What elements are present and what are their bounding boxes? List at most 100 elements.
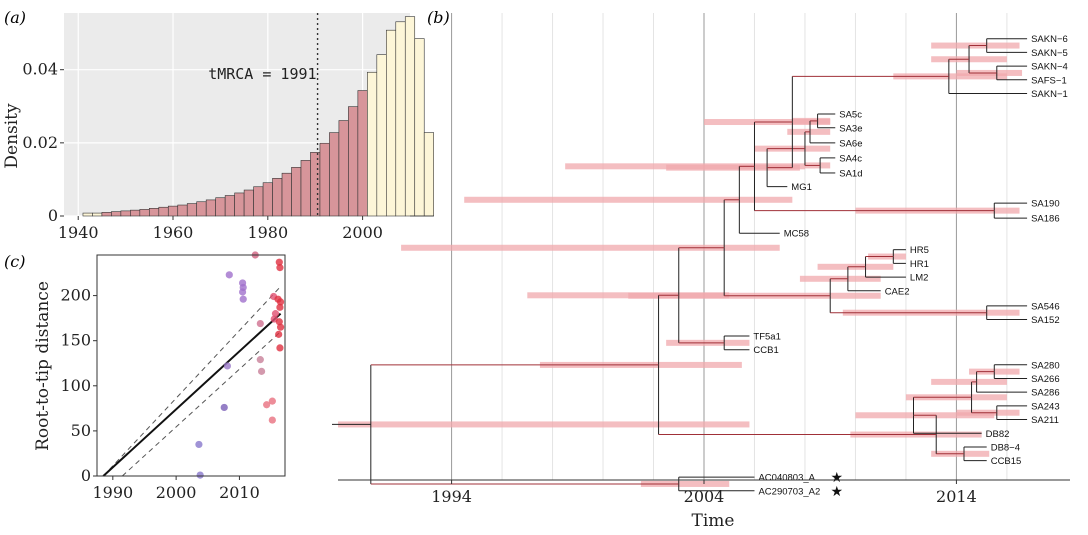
tip-label: SA5c (839, 110, 862, 121)
scatter-point (276, 264, 284, 272)
histogram-bar (386, 29, 397, 217)
scatter-point (276, 303, 284, 311)
star-marker: ★ (830, 483, 843, 499)
tip-label: MG1 (791, 182, 812, 193)
x-tick-label: 2014 (936, 487, 977, 506)
panel-c-points (195, 251, 285, 479)
tip-label: SA546 (1031, 301, 1060, 312)
histogram-bar (234, 192, 245, 217)
tip-label: SA286 (1031, 388, 1060, 399)
histogram-bar (404, 16, 416, 217)
tip-label: SA211 (1031, 415, 1059, 426)
hpd-interval-bar (931, 378, 1007, 385)
scatter-point (256, 356, 264, 364)
tip-label: SA1d (839, 168, 862, 179)
histogram-bar (281, 172, 292, 217)
hpd-interval-bar (640, 480, 730, 487)
tip-label: SAKN−5 (1031, 48, 1068, 59)
panel-c-confidence-bands (102, 286, 281, 477)
histogram-bar (139, 209, 150, 217)
scatter-point (263, 401, 271, 409)
scatter-point (196, 471, 204, 479)
histogram-bar (395, 21, 406, 217)
hpd-interval-bar (527, 292, 730, 299)
panel-a-bars (82, 16, 434, 217)
panel-b-tip-labels: SAKN−6 SAKN−5 SAKN−4 SAFS−1 SAKN−1 SA5c SA3e SA… (753, 34, 1067, 499)
y-tick-label: 150 (60, 331, 91, 350)
panel-c-y-axis-title: Root-to-tip distance (33, 281, 53, 451)
histogram-bar (272, 178, 283, 217)
scatter-point (275, 318, 283, 326)
histogram-bar (224, 195, 235, 217)
histogram-bar (120, 210, 131, 217)
scatter-point (195, 440, 203, 449)
panel-b-x-axis: 1994 2004 2014 (338, 479, 1070, 506)
scatter-point (276, 323, 285, 331)
histogram-bar (376, 54, 387, 217)
tip-label: CCB1 (753, 345, 778, 356)
tip-label: SAKN−4 (1031, 62, 1068, 73)
histogram-bar (196, 201, 207, 217)
y-tick-label: 100 (60, 376, 91, 395)
tip-label: AC290703_A2 (758, 486, 820, 497)
hpd-interval-bar (565, 163, 805, 170)
scatter-point (276, 344, 284, 352)
scatter-point (220, 403, 228, 412)
panel-a-axes: 1940 1960 1980 2000 0 0.02 0.04 (22, 60, 383, 242)
panel-c-scatter: (c) 1990 2000 2010 0 50 100 150 200 Root-to-tip… (4, 251, 286, 502)
tip-label: DB8−4 (991, 442, 1020, 453)
hpd-interval-bar (338, 421, 750, 428)
y-tick-label: 200 (60, 286, 91, 305)
histogram-bar (205, 199, 216, 217)
panel-c-frame (96, 254, 286, 477)
histogram-bar (338, 120, 349, 217)
tmrca-annotation: tMRCA = 1991 (208, 65, 316, 83)
histogram-bar (82, 212, 93, 217)
scatter-point (275, 330, 283, 338)
panel-b-tree: (b) SAKN−6SAKN−5SAKN−4SAFS−1SAKN−1SA5cSA… (332, 8, 1070, 531)
star-marker: ★ (830, 469, 843, 485)
y-tick-label: 0 (48, 206, 58, 225)
tip-label: SA6e (839, 138, 862, 149)
tip-label: SA280 (1031, 360, 1060, 371)
scatter-point (238, 288, 247, 296)
histogram-bar (130, 209, 141, 217)
tip-label: SA3e (839, 123, 862, 134)
scatter-point (223, 362, 231, 370)
x-tick-label: 2004 (684, 487, 725, 506)
scatter-point (275, 258, 283, 266)
scatter-point (256, 319, 264, 328)
x-tick-label: 1940 (58, 223, 99, 242)
histogram-bar (158, 206, 169, 217)
tip-label: HR1 (910, 259, 929, 270)
tip-label: SAFS−1 (1031, 75, 1067, 86)
histogram-bar (300, 160, 311, 217)
x-tick-label: 1994 (431, 487, 472, 506)
tip-label: AC040803_A (758, 473, 815, 484)
scatter-point (268, 397, 276, 405)
tip-label: CAE2 (885, 286, 910, 297)
tip-label: SA266 (1031, 374, 1060, 385)
regression-line (102, 312, 282, 477)
histogram-bar (101, 212, 112, 217)
histogram-bar (262, 182, 273, 217)
y-tick-label: 0.02 (22, 133, 58, 152)
scatter-point (276, 298, 285, 306)
x-tick-label: 1980 (247, 223, 288, 242)
confidence-band-1 (121, 331, 281, 477)
scatter-point (271, 310, 280, 318)
x-tick-label: 2000 (156, 483, 197, 502)
tip-label: LM2 (910, 273, 928, 284)
x-tick-label: 2010 (219, 483, 260, 502)
panel-c-label: (c) (4, 252, 25, 271)
histogram-bar (291, 167, 302, 217)
scatter-point (239, 295, 247, 303)
tip-label: SAKN−1 (1031, 89, 1068, 100)
hpd-interval-bar (401, 244, 780, 251)
histogram-bar (357, 90, 368, 217)
panel-a-histogram: (a) 1940 1960 1980 2000 0 0.02 0.04 tMRCA = 19… (2, 8, 434, 242)
x-tick-label: 1990 (92, 483, 133, 502)
histogram-bar (243, 189, 254, 217)
histogram-bar (186, 203, 198, 217)
y-tick-label: 50 (71, 421, 91, 440)
